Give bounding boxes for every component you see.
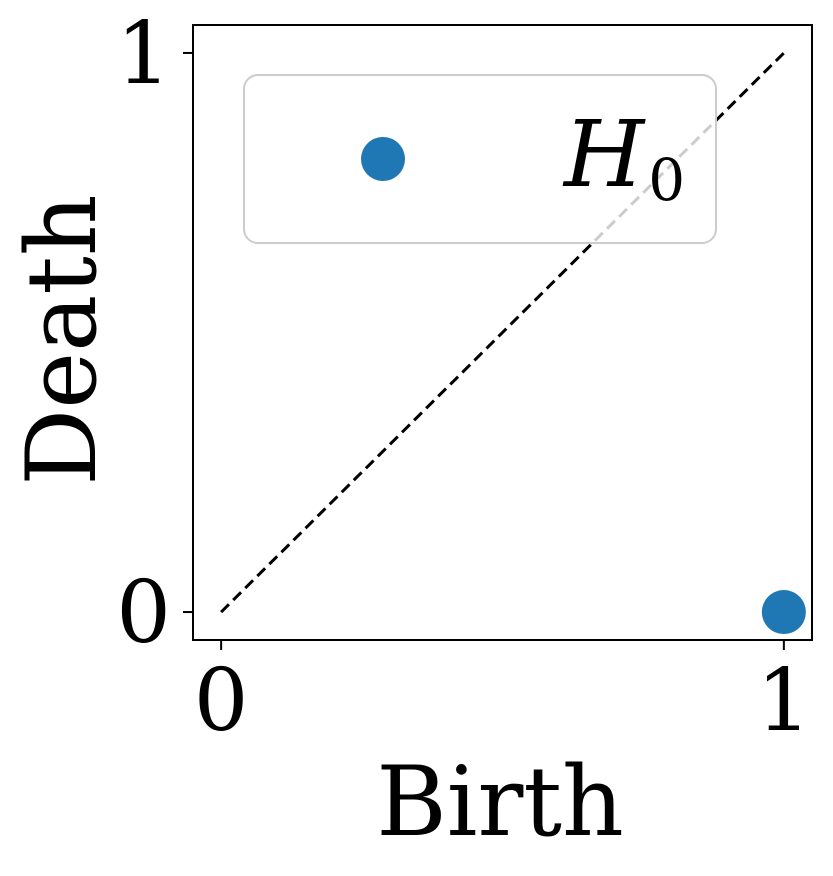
y-tick-label: 1 [116, 4, 171, 104]
y-axis-label: Death [6, 194, 118, 485]
legend: H0 [243, 74, 717, 244]
diagonal-line [220, 51, 785, 614]
x-tick-label: 1 [757, 651, 812, 751]
y-tick-label: 0 [116, 563, 171, 663]
x-tick-label: 0 [194, 651, 249, 751]
legend-box [243, 74, 717, 244]
legend-marker [361, 137, 405, 181]
x-axis-label: Birth [376, 746, 624, 858]
legend-label: H0 [562, 101, 685, 214]
data-point [761, 590, 806, 635]
